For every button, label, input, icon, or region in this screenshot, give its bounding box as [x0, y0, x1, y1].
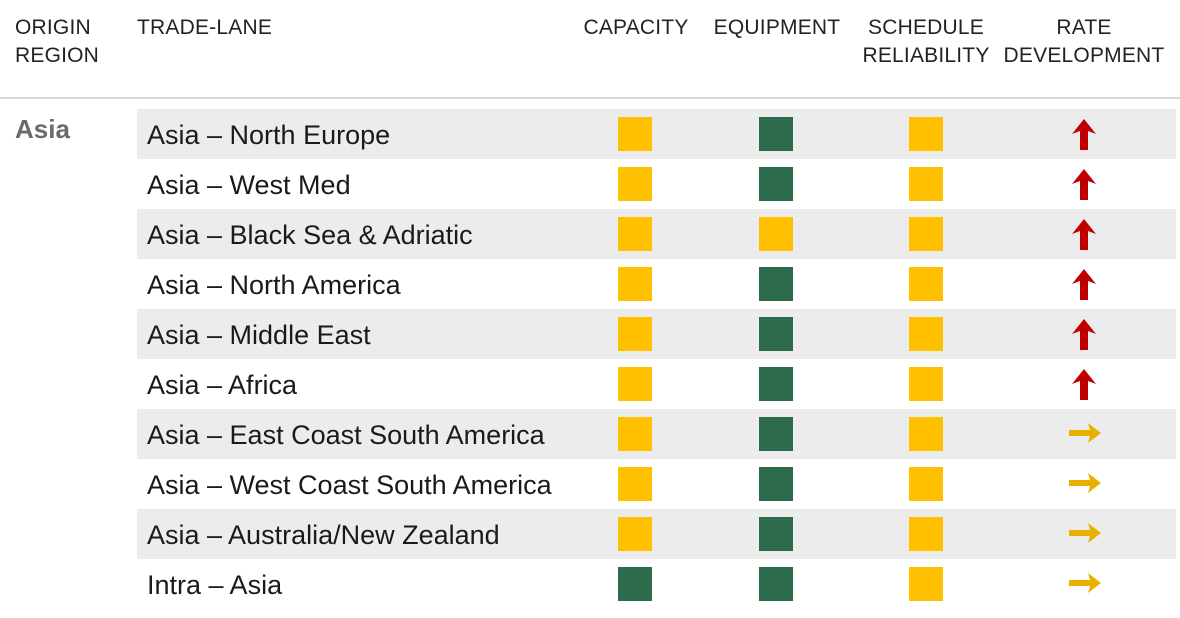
header-rate-line1: RATE	[1056, 16, 1112, 39]
trade-lane-name: Asia – North America	[147, 270, 401, 300]
schedule-status-square	[909, 117, 943, 151]
schedule-status-square	[909, 517, 943, 551]
equipment-status-square	[759, 267, 793, 301]
equipment-status-square	[759, 117, 793, 151]
schedule-status-square	[909, 467, 943, 501]
trade-lane-name: Asia – North Europe	[147, 120, 391, 150]
trade-lane-name: Asia – East Coast South America	[147, 420, 545, 450]
table-row: Asia – West Med	[137, 159, 1176, 209]
table-row: Asia – Africa	[137, 359, 1176, 409]
arrow-up-icon	[1064, 217, 1104, 251]
schedule-status-square	[909, 567, 943, 601]
schedule-status-square	[909, 167, 943, 201]
origin-region-label: Asia	[15, 114, 70, 144]
equipment-status-square	[759, 367, 793, 401]
schedule-status-square	[909, 417, 943, 451]
equipment-status-square	[759, 317, 793, 351]
capacity-status-square	[618, 117, 652, 151]
capacity-status-square	[618, 217, 652, 251]
equipment-status-square	[759, 517, 793, 551]
header-schedule-reliability: SCHEDULE RELIABILITY	[858, 14, 994, 70]
equipment-status-square	[759, 467, 793, 501]
trade-lane-name: Asia – Africa	[147, 370, 298, 400]
header-origin-line2: REGION	[15, 44, 100, 67]
capacity-status-square	[618, 567, 652, 601]
arrow-right-icon	[1064, 567, 1104, 601]
table-row: Asia – North Europe	[137, 109, 1176, 159]
arrow-up-icon	[1064, 117, 1104, 151]
equipment-status-square	[759, 167, 793, 201]
table-row: Asia – East Coast South America	[137, 409, 1176, 459]
trade-lane-name: Asia – West Med	[147, 170, 351, 200]
schedule-status-square	[909, 367, 943, 401]
capacity-status-square	[618, 267, 652, 301]
header-rate-line2: DEVELOPMENT	[1003, 44, 1165, 67]
header-trade-lane: TRADE-LANE	[137, 16, 273, 39]
capacity-status-square	[618, 317, 652, 351]
schedule-status-square	[909, 217, 943, 251]
capacity-status-square	[618, 517, 652, 551]
table-row: Asia – Australia/New Zealand	[137, 509, 1176, 559]
trade-lane-name: Asia – Black Sea & Adriatic	[147, 220, 473, 250]
arrow-right-icon	[1064, 417, 1104, 451]
capacity-status-square	[618, 367, 652, 401]
trade-lane-name: Intra – Asia	[147, 570, 283, 600]
table-row: Intra – Asia	[137, 559, 1176, 609]
header-rate-development: RATE DEVELOPMENT	[1000, 14, 1168, 70]
trade-lane-table: Asia – North Europe Asia – West Med Asia –…	[137, 109, 1176, 609]
capacity-status-square	[618, 167, 652, 201]
schedule-status-square	[909, 317, 943, 351]
header-divider	[0, 97, 1180, 99]
header-schedule-line2: RELIABILITY	[862, 44, 990, 67]
equipment-status-square	[759, 417, 793, 451]
table-row: Asia – Black Sea & Adriatic	[137, 209, 1176, 259]
table-row: Asia – Middle East	[137, 309, 1176, 359]
trade-lane-name: Asia – Australia/New Zealand	[147, 520, 500, 550]
table-row: Asia – North America	[137, 259, 1176, 309]
arrow-up-icon	[1064, 367, 1104, 401]
capacity-status-square	[618, 467, 652, 501]
arrow-up-icon	[1064, 317, 1104, 351]
capacity-status-square	[618, 417, 652, 451]
header-equipment: EQUIPMENT	[713, 16, 841, 39]
equipment-status-square	[759, 217, 793, 251]
schedule-status-square	[909, 267, 943, 301]
trade-lane-name: Asia – Middle East	[147, 320, 371, 350]
header-origin-region: ORIGIN REGION	[15, 14, 99, 70]
trade-lane-name: Asia – West Coast South America	[147, 470, 552, 500]
equipment-status-square	[759, 567, 793, 601]
arrow-up-icon	[1064, 267, 1104, 301]
arrow-up-icon	[1064, 167, 1104, 201]
arrow-right-icon	[1064, 517, 1104, 551]
header-schedule-line1: SCHEDULE	[868, 16, 984, 39]
header-origin-line1: ORIGIN	[15, 16, 91, 39]
arrow-right-icon	[1064, 467, 1104, 501]
table-row: Asia – West Coast South America	[137, 459, 1176, 509]
header-capacity: CAPACITY	[583, 16, 689, 39]
